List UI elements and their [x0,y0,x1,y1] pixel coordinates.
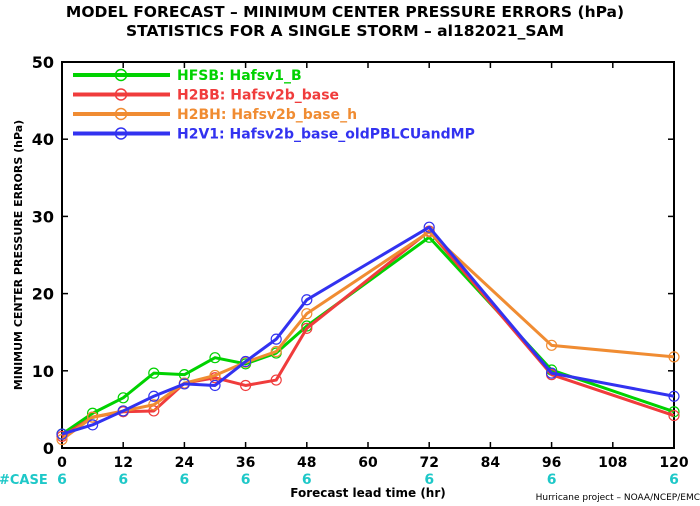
legend-marker [114,127,128,140]
x-tick-label: 12 [113,455,132,471]
legend-label: H2BH: Hafsv2b_base_h [177,107,357,123]
data-point [148,390,160,402]
case-count: 6 [669,472,679,488]
series-line-4 [61,225,675,436]
x-tick-label: 60 [358,455,378,471]
case-count: 6 [241,472,251,488]
data-point [148,399,160,411]
legend-label: H2BB: Hafsv2b_base [177,88,339,104]
case-label: #CASE [0,473,48,488]
y-tick-label: 40 [32,130,54,149]
series-lines [56,221,680,446]
x-tick-label: 24 [175,455,195,471]
data-point [668,351,680,363]
x-tick-label: 0 [57,455,67,471]
data-point [270,374,282,386]
chart-title: MODEL FORECAST – MINIMUM CENTER PRESSURE… [66,3,624,21]
data-point [178,378,190,390]
case-count: 6 [302,472,312,488]
data-point [545,339,558,351]
x-tick-label: 72 [419,455,438,471]
x-tick-label: 48 [297,455,316,471]
case-count: 6 [57,472,67,488]
data-point [423,221,435,233]
y-tick-label: 20 [32,285,54,304]
data-point [148,367,160,379]
data-point [117,392,129,404]
legend-label: H2V1: Hafsv2b_base_oldPBLCUandMP [177,127,475,143]
plot-frame [61,61,675,449]
data-point [209,379,221,392]
case-count: 6 [118,472,128,488]
data-point [301,308,313,320]
y-tick-label: 10 [32,362,54,381]
case-count: 6 [424,472,434,488]
data-point [117,405,129,417]
data-point [86,419,99,431]
legend: HFSB: Hafsv1_B H2BB: Hafsv2b_base H2BH: Ha… [73,68,475,143]
data-point [270,333,282,345]
data-point [668,409,680,422]
data-point [209,352,221,364]
footer-credit: Hurricane project – NOAA/NCEP/EMC [536,493,700,503]
case-count: 6 [547,472,557,488]
case-count: 6 [180,472,190,488]
x-axis-label: Forecast lead time (hr) [290,486,446,500]
data-point [668,406,680,418]
x-tick-label: 84 [481,455,501,471]
chart-subtitle: STATISTICS FOR A SINGLE STORM – al182021… [126,22,564,40]
case-counts: 6 6 6 6 6 6 6 6 [57,472,679,488]
legend-marker [114,107,128,121]
series-line-1 [61,235,675,436]
y-tick-label: 30 [32,207,54,226]
y-axis-label: MINIMUM CENTER PRESSURE ERRORS (hPa) [12,120,25,390]
data-point [270,345,282,358]
x-tick-label: 108 [598,455,627,471]
x-tick-label: 96 [542,455,561,471]
data-point [668,390,680,402]
data-point [240,355,252,368]
legend-marker [114,68,128,82]
y-tick-label: 50 [32,53,54,72]
x-tick-label: 36 [236,455,255,471]
axes: 0 12 24 36 48 60 72 84 96 108 120 0 10 20 30 40 50 [32,53,689,471]
y-tick-label: 0 [43,439,54,458]
legend-label: HFSB: Hafsv1_B [177,68,302,84]
data-point [545,367,558,379]
data-point [56,428,68,440]
data-point [301,294,313,306]
data-point [240,379,252,392]
data-point [301,322,313,334]
data-point [178,369,190,381]
data-point [56,433,68,446]
data-point [86,411,99,423]
legend-marker [114,88,128,101]
x-tick-label: 120 [659,455,688,471]
